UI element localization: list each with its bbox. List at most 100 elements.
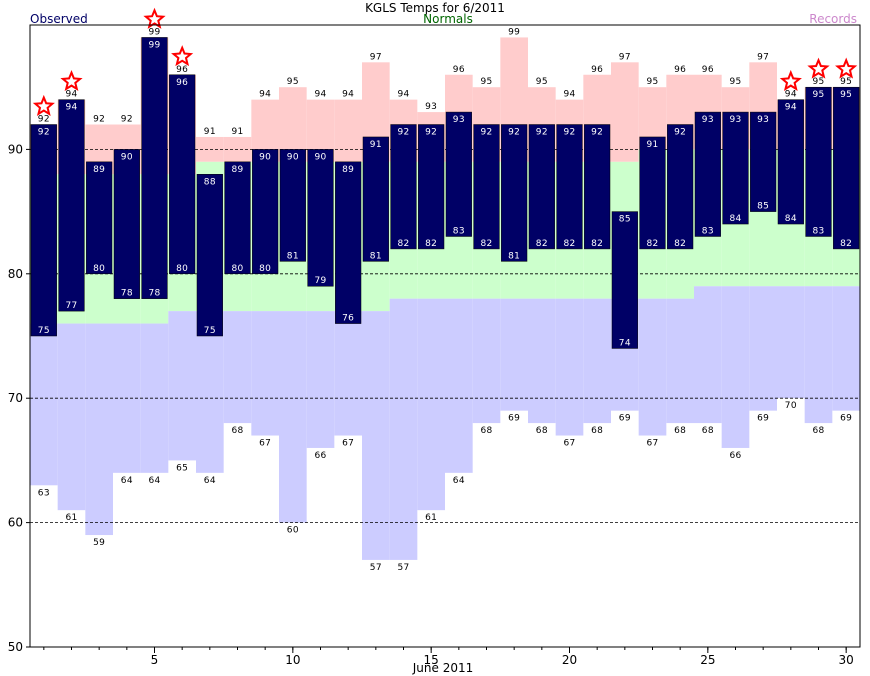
observed-bar <box>418 124 445 250</box>
record-low-label: 67 <box>259 439 271 449</box>
observed-high-label: 93 <box>453 115 465 125</box>
legend-observed: Observed <box>30 12 88 26</box>
observed-bar <box>335 161 362 324</box>
record-high-label: 95 <box>729 77 741 87</box>
observed-bar <box>556 124 583 250</box>
observed-low-label: 82 <box>563 239 575 249</box>
observed-bar <box>30 124 57 337</box>
record-high-label: 94 <box>342 90 354 100</box>
plot-frame <box>29 24 861 648</box>
axes-layer: 50 60 70 80 90 5 10 15 20 25 30 <box>8 24 861 667</box>
observed-low-label: 83 <box>812 226 824 236</box>
observed-low-label: 82 <box>674 239 686 249</box>
observed-low-label: 81 <box>287 251 299 261</box>
record-star-layer <box>32 7 858 116</box>
record-low-label: 66 <box>729 451 741 461</box>
x-tick-label: 30 <box>839 653 854 667</box>
record-low-label: 65 <box>176 463 188 473</box>
observed-bar <box>252 149 279 275</box>
grid-layer <box>30 148 860 523</box>
observed-bar <box>362 136 389 262</box>
observed-low-label: 85 <box>757 202 769 212</box>
observed-high-label: 95 <box>840 90 852 100</box>
record-low-label: 61 <box>425 513 437 523</box>
record-high-label: 94 <box>314 90 326 100</box>
observed-bar <box>805 86 832 237</box>
observed-high-label: 92 <box>397 128 409 138</box>
observed-low-label: 82 <box>536 239 548 249</box>
y-tick-label: 80 <box>8 267 23 281</box>
record-low-band <box>362 311 390 560</box>
observed-high-label: 92 <box>674 128 686 138</box>
record-low-band <box>57 323 86 511</box>
observed-high-label: 89 <box>93 165 105 175</box>
record-low-label: 68 <box>702 426 714 436</box>
observed-low-label: 78 <box>121 289 133 299</box>
observed-low-label: 76 <box>342 314 354 324</box>
y-tick-label: 70 <box>8 391 23 405</box>
record-star-icon <box>60 69 83 92</box>
record-high-label: 92 <box>93 115 105 125</box>
record-low-band <box>555 298 584 436</box>
observed-bar <box>196 174 223 337</box>
observed-bar <box>722 111 749 225</box>
record-low-label: 69 <box>757 414 769 424</box>
observed-bar <box>639 136 666 250</box>
x-tick-label: 20 <box>562 653 577 667</box>
observed-high-label: 94 <box>65 103 77 113</box>
observed-low-label: 74 <box>619 338 631 348</box>
record-low-label: 69 <box>840 414 852 424</box>
record-low-band <box>721 286 750 448</box>
observed-low-label: 82 <box>397 239 409 249</box>
observed-low-label: 77 <box>65 301 77 311</box>
record-low-label: 59 <box>93 538 105 548</box>
record-high-label: 91 <box>231 127 243 137</box>
observed-high-label: 99 <box>148 40 160 50</box>
observed-low-label: 82 <box>840 239 852 249</box>
observed-high-label: 92 <box>536 128 548 138</box>
record-low-band <box>30 323 58 486</box>
record-high-label: 95 <box>287 77 299 87</box>
observed-high-label: 90 <box>259 152 271 162</box>
record-high-label: 91 <box>204 127 216 137</box>
record-star-icon <box>779 69 802 92</box>
record-high-label: 97 <box>757 52 769 62</box>
record-high-label: 99 <box>508 27 520 37</box>
record-low-band <box>777 286 805 399</box>
observed-low-label: 82 <box>591 239 603 249</box>
legend-records: Records <box>809 12 857 26</box>
observed-high-label: 94 <box>785 103 797 113</box>
record-high-label: 97 <box>619 52 631 62</box>
observed-bar <box>528 124 555 250</box>
record-low-label: 57 <box>370 563 382 573</box>
y-tick-label: 90 <box>8 142 23 156</box>
record-high-label: 94 <box>785 90 797 100</box>
observed-bar <box>833 86 860 250</box>
record-low-band <box>500 298 528 411</box>
record-star-icon <box>143 7 166 29</box>
observed-low-label: 80 <box>93 264 105 274</box>
observed-bar <box>750 111 777 212</box>
record-high-label: 96 <box>176 65 188 75</box>
record-star-icon <box>807 57 830 79</box>
observed-low-label: 75 <box>38 326 50 336</box>
observed-high-label: 92 <box>425 128 437 138</box>
record-low-band <box>168 311 196 461</box>
observed-high-label: 92 <box>591 128 603 138</box>
observed-bar <box>307 149 334 287</box>
observed-bar <box>58 99 85 312</box>
record-high-label: 92 <box>121 115 133 125</box>
observed-bar <box>445 111 472 237</box>
observed-bar <box>501 124 528 262</box>
record-low-band <box>279 311 307 523</box>
record-low-band <box>306 311 335 448</box>
record-low-label: 68 <box>536 426 548 436</box>
record-low-label: 70 <box>785 401 797 411</box>
record-low-label: 67 <box>342 439 354 449</box>
observed-low-label: 80 <box>259 264 271 274</box>
observed-low-label: 84 <box>729 214 741 224</box>
observed-high-label: 96 <box>176 78 188 88</box>
observed-bar <box>390 124 417 250</box>
observed-low-label: 75 <box>204 326 216 336</box>
observed-high-label: 95 <box>812 90 824 100</box>
